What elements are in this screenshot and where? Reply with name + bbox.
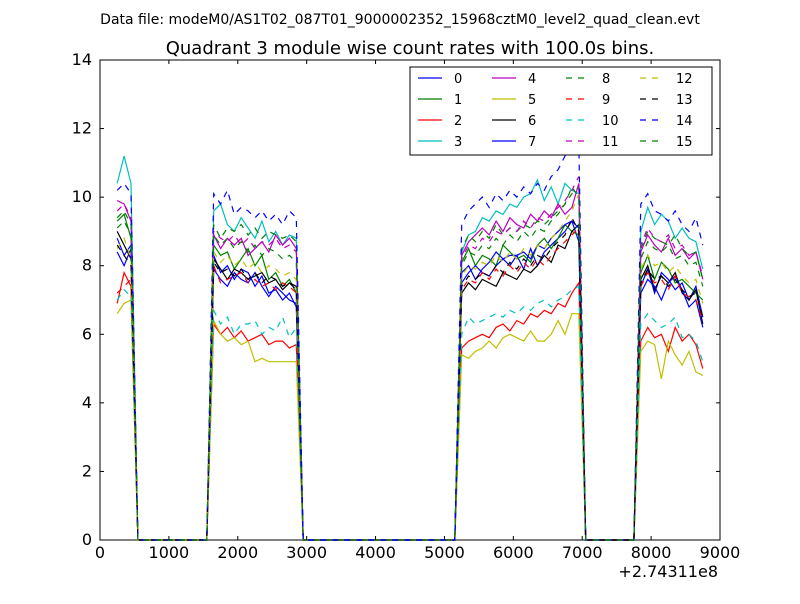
- x-tick-label: 2000: [217, 543, 258, 562]
- y-tick-label: 14: [72, 50, 92, 69]
- x-tick-label: 3000: [286, 543, 327, 562]
- legend-label-2: 2: [454, 114, 462, 129]
- y-tick-label: 4: [82, 393, 92, 412]
- legend-box: [409, 66, 713, 156]
- y-tick-label: 0: [82, 530, 92, 549]
- x-tick-label: 6000: [493, 543, 534, 562]
- series-line-15: [116, 185, 704, 541]
- legend-label-11: 11: [602, 135, 619, 150]
- y-tick-label: 6: [82, 324, 92, 343]
- legend-label-10: 10: [602, 114, 619, 129]
- legend-label-1: 1: [454, 93, 462, 108]
- legend-label-4: 4: [528, 72, 536, 87]
- x-axis-offset-label: +2.74311e8: [618, 562, 718, 581]
- x-tick-label: 4000: [355, 543, 396, 562]
- axis-ticks: 0 1000 2000 3000 4000 5000 6000 7000 8000 9000 0 2 4…: [72, 50, 741, 562]
- legend-label-6: 6: [528, 114, 536, 129]
- y-tick-label: 8: [82, 256, 92, 275]
- series-line-12: [116, 193, 704, 541]
- x-tick-label: 9000: [700, 543, 741, 562]
- x-tick-label: 8000: [631, 543, 672, 562]
- x-tick-label: 5000: [424, 543, 465, 562]
- legend-label-8: 8: [602, 72, 610, 87]
- legend-label-3: 3: [454, 135, 462, 150]
- y-tick-label: 2: [82, 461, 92, 480]
- y-tick-label: 10: [72, 187, 92, 206]
- legend-label-15: 15: [676, 135, 693, 150]
- legend-label-13: 13: [676, 93, 693, 108]
- chart-title: Quadrant 3 module wise count rates with …: [166, 38, 655, 59]
- legend-label-14: 14: [676, 114, 693, 129]
- legend-label-7: 7: [528, 135, 536, 150]
- legend-label-12: 12: [676, 72, 693, 87]
- x-tick-label: 7000: [562, 543, 603, 562]
- data-file-label: Data file: modeM0/AS1T02_087T01_90000023…: [100, 12, 700, 28]
- legend-label-9: 9: [602, 93, 610, 108]
- x-tick-label: 1000: [149, 543, 190, 562]
- legend-label-0: 0: [454, 72, 462, 87]
- legend-label-5: 5: [528, 93, 536, 108]
- y-tick-label: 12: [72, 119, 92, 138]
- series-lines: [116, 119, 704, 541]
- x-tick-label: 0: [95, 543, 105, 562]
